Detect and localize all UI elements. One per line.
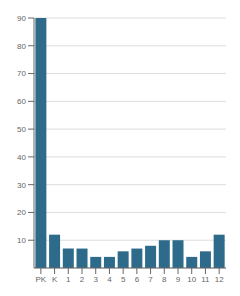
svg-text:4: 4	[107, 275, 112, 284]
svg-text:11: 11	[201, 275, 210, 284]
svg-text:5: 5	[121, 275, 126, 284]
svg-text:1: 1	[66, 275, 71, 284]
svg-text:9: 9	[176, 275, 181, 284]
svg-text:K: K	[52, 275, 58, 284]
svg-text:50: 50	[17, 125, 26, 134]
svg-text:80: 80	[17, 42, 26, 51]
svg-text:8: 8	[162, 275, 167, 284]
svg-text:70: 70	[17, 69, 26, 78]
svg-text:3: 3	[93, 275, 98, 284]
svg-text:90: 90	[17, 14, 26, 23]
svg-text:PK: PK	[36, 275, 47, 284]
svg-text:6: 6	[135, 275, 140, 284]
svg-text:10: 10	[187, 275, 196, 284]
svg-text:40: 40	[17, 153, 26, 162]
svg-text:7: 7	[148, 275, 153, 284]
svg-text:10: 10	[17, 236, 26, 245]
svg-text:30: 30	[17, 181, 26, 190]
svg-text:60: 60	[17, 97, 26, 106]
svg-text:2: 2	[80, 275, 85, 284]
svg-text:12: 12	[215, 275, 224, 284]
svg-text:20: 20	[17, 208, 26, 217]
